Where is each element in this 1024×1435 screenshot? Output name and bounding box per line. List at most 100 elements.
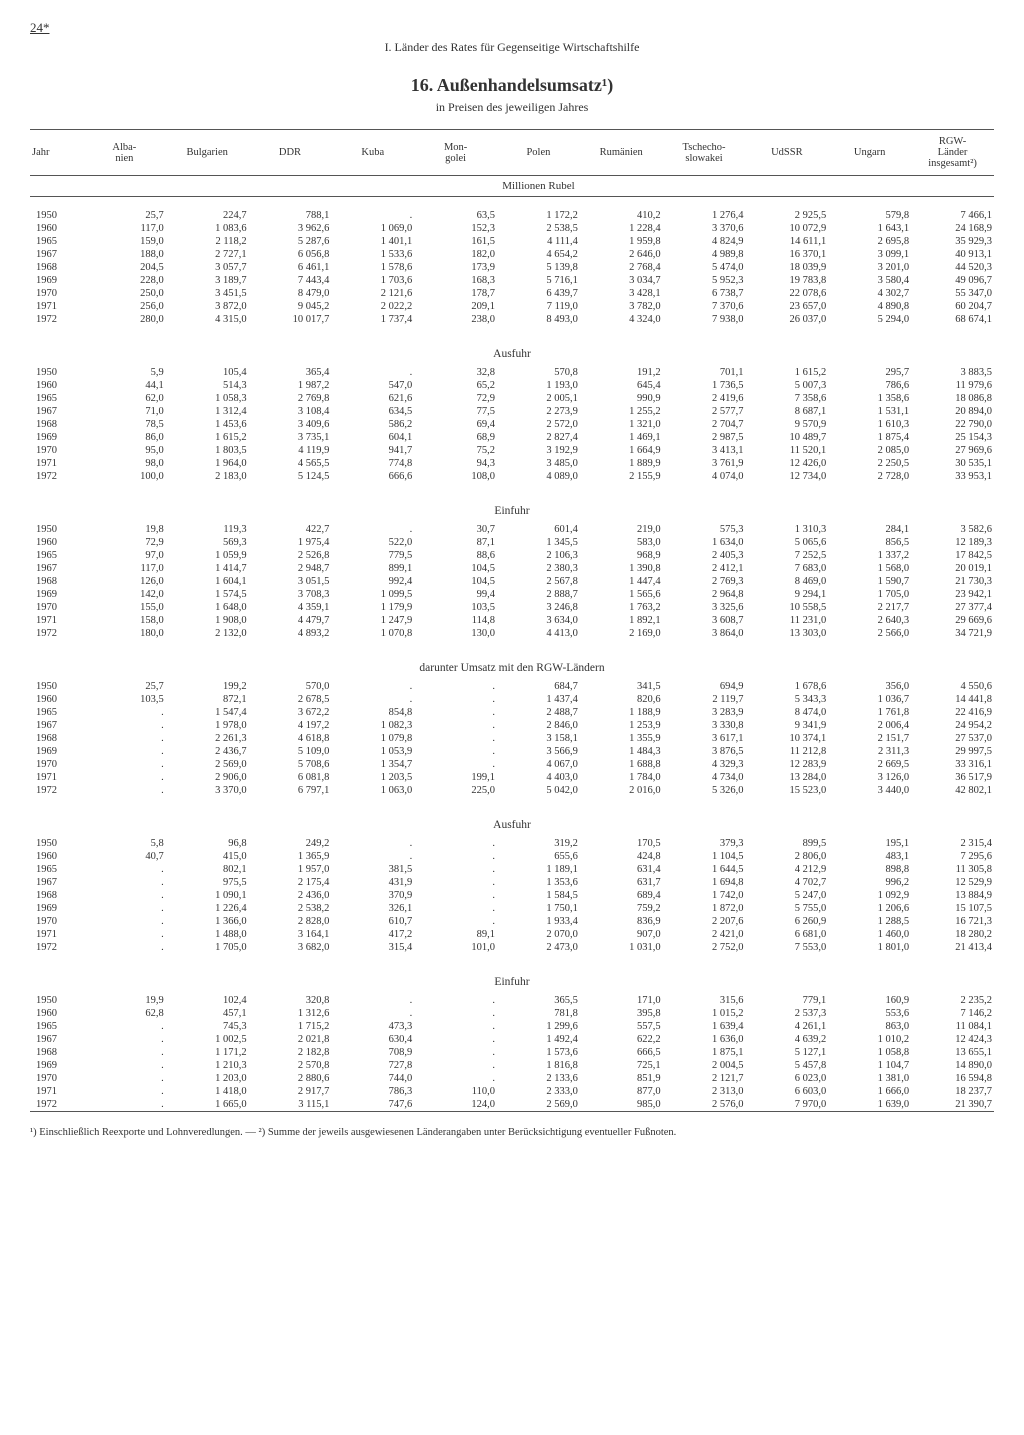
value-cell: 356,0 <box>828 680 911 693</box>
value-cell: 2 880,6 <box>249 1072 332 1085</box>
value-cell: 4 111,4 <box>497 235 580 248</box>
value-cell: 1 639,4 <box>663 1020 746 1033</box>
value-cell: 1 036,7 <box>828 693 911 706</box>
value-cell: 65,2 <box>414 379 497 392</box>
value-cell: 102,4 <box>166 994 249 1007</box>
value-cell: 1 418,0 <box>166 1085 249 1098</box>
value-cell: . <box>414 837 497 850</box>
value-cell: 1 584,5 <box>497 889 580 902</box>
value-cell: 4 618,8 <box>249 732 332 745</box>
value-cell: 21 730,3 <box>911 575 994 588</box>
value-cell: . <box>414 850 497 863</box>
value-cell: 4 329,3 <box>663 758 746 771</box>
value-cell: 95,0 <box>83 444 166 457</box>
value-cell: 1 665,0 <box>166 1098 249 1112</box>
value-cell: 1 353,6 <box>497 876 580 889</box>
value-cell: 1 460,0 <box>828 928 911 941</box>
value-cell: 622,2 <box>580 1033 663 1046</box>
value-cell: . <box>83 863 166 876</box>
value-cell: 1 636,0 <box>663 1033 746 1046</box>
value-cell: 6 023,0 <box>745 1072 828 1085</box>
value-cell: . <box>331 680 414 693</box>
value-cell: 1 031,0 <box>580 941 663 954</box>
table-row: 1965.802,11 957,0381,5.1 189,1631,41 644… <box>30 863 994 876</box>
table-row: 1972.1 665,03 115,1747,6124,02 569,0985,… <box>30 1098 994 1112</box>
value-cell: 104,5 <box>414 575 497 588</box>
value-cell: 3 370,6 <box>663 222 746 235</box>
value-cell: 365,5 <box>497 994 580 1007</box>
value-cell: 22 790,0 <box>911 418 994 431</box>
value-cell: 2 526,8 <box>249 549 332 562</box>
value-cell: 25,7 <box>83 209 166 222</box>
value-cell: 62,0 <box>83 392 166 405</box>
col-header: Rumänien <box>580 130 663 176</box>
value-cell: 155,0 <box>83 601 166 614</box>
value-cell: 410,2 <box>580 209 663 222</box>
value-cell: 1 276,4 <box>663 209 746 222</box>
table-row: 1970.2 569,05 708,61 354,7.4 067,01 688,… <box>30 758 994 771</box>
section-label-row: Einfuhr <box>30 966 994 994</box>
year-cell: 1950 <box>30 366 83 379</box>
year-cell: 1970 <box>30 1072 83 1085</box>
data-table: JahrAlba-nienBulgarienDDRKubaMon-goleiPo… <box>30 129 994 1112</box>
value-cell: 2 570,8 <box>249 1059 332 1072</box>
value-cell: . <box>414 732 497 745</box>
value-cell: 708,9 <box>331 1046 414 1059</box>
value-cell: 18 280,2 <box>911 928 994 941</box>
value-cell: 2 333,0 <box>497 1085 580 1098</box>
section-label: Ausfuhr <box>30 338 994 366</box>
value-cell: 2 572,0 <box>497 418 580 431</box>
value-cell: 26 037,0 <box>745 313 828 326</box>
value-cell: 1 875,4 <box>828 431 911 444</box>
table-row: 1967.1 002,52 021,8630,4.1 492,4622,21 6… <box>30 1033 994 1046</box>
value-cell: . <box>414 745 497 758</box>
value-cell: 2 070,0 <box>497 928 580 941</box>
value-cell: 1 310,3 <box>745 523 828 536</box>
footnote: ¹) Einschließlich Reexporte und Lohnvere… <box>30 1126 994 1140</box>
value-cell: 634,5 <box>331 405 414 418</box>
value-cell: 3 883,5 <box>911 366 994 379</box>
value-cell: 13 303,0 <box>745 627 828 640</box>
table-row: 1960117,01 083,63 962,61 069,0152,32 538… <box>30 222 994 235</box>
year-cell: 1970 <box>30 287 83 300</box>
value-cell: 863,0 <box>828 1020 911 1033</box>
value-cell: 473,3 <box>331 1020 414 1033</box>
year-cell: 1972 <box>30 1098 83 1112</box>
value-cell: 1 634,0 <box>663 536 746 549</box>
value-cell: 68 674,1 <box>911 313 994 326</box>
value-cell: 774,8 <box>331 457 414 470</box>
value-cell: 2 576,0 <box>663 1098 746 1112</box>
value-cell: 126,0 <box>83 575 166 588</box>
col-header: Bulgarien <box>166 130 249 176</box>
value-cell: 7 553,0 <box>745 941 828 954</box>
unit-row: Millionen Rubel <box>30 176 994 197</box>
col-header: Jahr <box>30 130 83 176</box>
table-row: 1969.1 210,32 570,8727,8.1 816,8725,12 0… <box>30 1059 994 1072</box>
value-cell: 178,7 <box>414 287 497 300</box>
value-cell: 975,5 <box>166 876 249 889</box>
value-cell: 2 569,0 <box>497 1098 580 1112</box>
value-cell: 1 816,8 <box>497 1059 580 1072</box>
table-row: 19505,9105,4365,4.32,8570,8191,2701,11 6… <box>30 366 994 379</box>
value-cell: 42 802,1 <box>911 784 994 797</box>
section-label: Einfuhr <box>30 495 994 523</box>
col-header: UdSSR <box>745 130 828 176</box>
value-cell: 1 104,7 <box>828 1059 911 1072</box>
year-cell: 1967 <box>30 562 83 575</box>
value-cell: 5,8 <box>83 837 166 850</box>
value-cell: . <box>414 863 497 876</box>
value-cell: 5 042,0 <box>497 784 580 797</box>
value-cell: 1 381,0 <box>828 1072 911 1085</box>
value-cell: 786,3 <box>331 1085 414 1098</box>
value-cell: 2 133,6 <box>497 1072 580 1085</box>
value-cell: 4 359,1 <box>249 601 332 614</box>
value-cell: 60 204,7 <box>911 300 994 313</box>
value-cell: 4 890,8 <box>828 300 911 313</box>
value-cell: 142,0 <box>83 588 166 601</box>
value-cell: 188,0 <box>83 248 166 261</box>
value-cell: 191,2 <box>580 366 663 379</box>
value-cell: 4 197,2 <box>249 719 332 732</box>
year-cell: 1972 <box>30 313 83 326</box>
value-cell: 158,0 <box>83 614 166 627</box>
value-cell: 1 568,0 <box>828 562 911 575</box>
